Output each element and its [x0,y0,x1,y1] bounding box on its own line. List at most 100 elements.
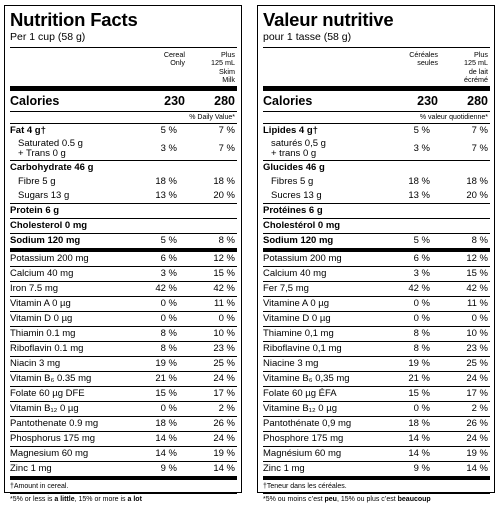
nutrient-dv-with-milk: 7 % [471,125,488,136]
nutrient-dv-cereal: 8 % [413,328,430,339]
nutrient-dv-cereal: 3 % [160,143,177,154]
nutrient-dv-cereal: 13 % [155,190,177,201]
nutrient-row: Pantothenate 0.9 mg 18 % 26 % [10,416,237,431]
nutrient-label: Zinc 1 mg [10,463,52,474]
nutrient-label: Cholestérol 0 mg [263,220,341,231]
nutrient-row: Folate 60 µg ÉFA 15 % 17 % [263,386,490,401]
nutrient-row: Niacine 3 mg 19 % 25 % [263,356,490,371]
nutrient-row: Vitamine B₁₂ 0 µg 0 % 2 % [263,401,490,416]
nutrient-label: Vitamine A 0 µg [263,298,330,309]
nutrient-row: Saturated 0.5 g + Trans 0 g 3 % 7 % [10,138,237,160]
nutrient-label: Zinc 1 mg [263,463,305,474]
nutrient-label: Thiamin 0.1 mg [10,328,76,339]
nutrient-row: Carbohydrate 46 g [10,160,237,175]
nutrient-row: Vitamin B₆ 0.35 mg 21 % 24 % [10,371,237,386]
nutrient-dv-cereal: 9 % [160,463,177,474]
daily-value-header: % valeur quotidienne* [263,111,490,123]
nutrient-dv-cereal: 3 % [413,268,430,279]
nutrient-label: Calcium 40 mg [10,268,74,279]
nutrient-row: Sodium 120 mg 5 % 8 % [10,233,237,248]
nutrient-label: Riboflavine 0,1 mg [263,343,342,354]
calories-value-with-milk: 280 [214,94,235,108]
nutrient-row: Fat 4 g† 5 % 7 % [10,123,237,138]
nutrient-dv-with-milk: 26 % [466,418,488,429]
nutrient-dv-with-milk: 23 % [466,343,488,354]
nutrient-label: Folate 60 µg DFE [10,388,85,399]
nutrient-row: Protein 6 g [10,203,237,218]
nutrient-dv-cereal: 14 % [408,433,430,444]
nutrient-dv-with-milk: 25 % [213,358,235,369]
nutrient-dv-cereal: 5 % [160,125,177,136]
nutrient-dv-with-milk: 42 % [213,283,235,294]
nutrient-label: Vitamin A 0 µg [10,298,71,309]
nutrient-dv-with-milk: 15 % [213,268,235,279]
nutrient-dv-with-milk: 0 % [471,313,488,324]
nutrient-dv-with-milk: 14 % [466,463,488,474]
nutrient-label: Magnésium 60 mg [263,448,342,459]
nutrient-row: Vitamine B₆ 0,35 mg 21 % 24 % [263,371,490,386]
nutrient-dv-cereal: 3 % [413,143,430,154]
nutrient-row: Cholesterol 0 mg [10,218,237,233]
footnote-amount: †Teneur dans les céréales. [263,476,490,492]
nutrient-dv-cereal: 14 % [408,448,430,459]
nutrient-dv-cereal: 0 % [413,298,430,309]
nutrient-label: Sugars 13 g [18,190,70,201]
nutrient-row: Iron 7.5 mg 42 % 42 % [10,281,237,296]
daily-value-header: % Daily Value* [10,111,237,123]
nutrient-row: Phosphore 175 mg 14 % 24 % [263,431,490,446]
nutrient-label: Vitamin D 0 µg [10,313,73,324]
nutrient-label: Protéines 6 g [263,205,323,216]
nutrient-row: Riboflavin 0.1 mg 8 % 23 % [10,341,237,356]
nutrient-row: Pantothénate 0,9 mg 18 % 26 % [263,416,490,431]
nutrient-label: Niacin 3 mg [10,358,61,369]
nutrient-dv-with-milk: 24 % [213,433,235,444]
nutrient-label: Sodium 120 mg [263,235,334,246]
nutrient-label: saturés 0,5 g [271,138,326,149]
nutrition-facts-panel-french: Valeur nutritive pour 1 tasse (58 g) Cér… [257,5,495,503]
calories-row: Calories 230 280 [263,86,490,111]
nutrient-row: Phosphorus 175 mg 14 % 24 % [10,431,237,446]
nutrient-dv-with-milk: 24 % [466,373,488,384]
calories-value-with-milk: 280 [467,94,488,108]
nutrient-label: Folate 60 µg ÉFA [263,388,337,399]
nutrient-row: Potassium 200 mg 6 % 12 % [263,248,490,266]
nutrient-dv-with-milk: 26 % [213,418,235,429]
nutrient-dv-cereal: 19 % [408,358,430,369]
nutrient-dv-cereal: 0 % [413,313,430,324]
serving-size: pour 1 tasse (58 g) [263,31,352,43]
nutrient-dv-with-milk: 19 % [466,448,488,459]
nutrient-row: Vitamin A 0 µg 0 % 11 % [10,296,237,311]
nutrient-label: Carbohydrate 46 g [10,162,94,173]
nutrient-label-trans: + trans 0 g [271,148,317,159]
nutrient-label: Fibre 5 g [18,176,56,187]
nutrient-label: Vitamin B₁₂ 0 µg [10,403,79,414]
nutrient-label: Riboflavin 0.1 mg [10,343,84,354]
nutrient-dv-with-milk: 8 % [218,235,235,246]
nutrient-label: Vitamin B₆ 0.35 mg [10,373,92,384]
nutrient-dv-cereal: 18 % [408,176,430,187]
nutrient-dv-with-milk: 2 % [218,403,235,414]
nutrient-dv-with-milk: 14 % [213,463,235,474]
nutrient-dv-cereal: 15 % [155,388,177,399]
nutrient-label: Fer 7,5 mg [263,283,309,294]
column-header: Céréales seules Plus 125 mL de lait écré… [263,47,490,86]
calories-row: Calories 230 280 [10,86,237,111]
nutrient-label: Iron 7.5 mg [10,283,59,294]
nutrient-dv-cereal: 8 % [413,343,430,354]
nutrient-label-trans: + Trans 0 g [18,148,66,159]
nutrient-dv-cereal: 5 % [413,235,430,246]
nutrient-dv-with-milk: 24 % [466,433,488,444]
nutrient-dv-with-milk: 20 % [213,190,235,201]
nutrient-label: Pantothenate 0.9 mg [10,418,99,429]
nutrient-label: Cholesterol 0 mg [10,220,88,231]
nutrient-dv-cereal: 15 % [408,388,430,399]
column-header: Cereal Only Plus 125 mL Skim Milk [10,47,237,86]
nutrient-row: Magnésium 60 mg 14 % 19 % [263,446,490,461]
nutrient-label: Protein 6 g [10,205,60,216]
nutrient-dv-with-milk: 17 % [213,388,235,399]
nutrient-row: Vitamine D 0 µg 0 % 0 % [263,311,490,326]
nutrient-label: Pantothénate 0,9 mg [263,418,352,429]
nutrient-row: Lipides 4 g† 5 % 7 % [263,123,490,138]
column-header-cereal-only: Cereal Only [163,50,185,68]
nutrient-label: Sodium 120 mg [10,235,81,246]
